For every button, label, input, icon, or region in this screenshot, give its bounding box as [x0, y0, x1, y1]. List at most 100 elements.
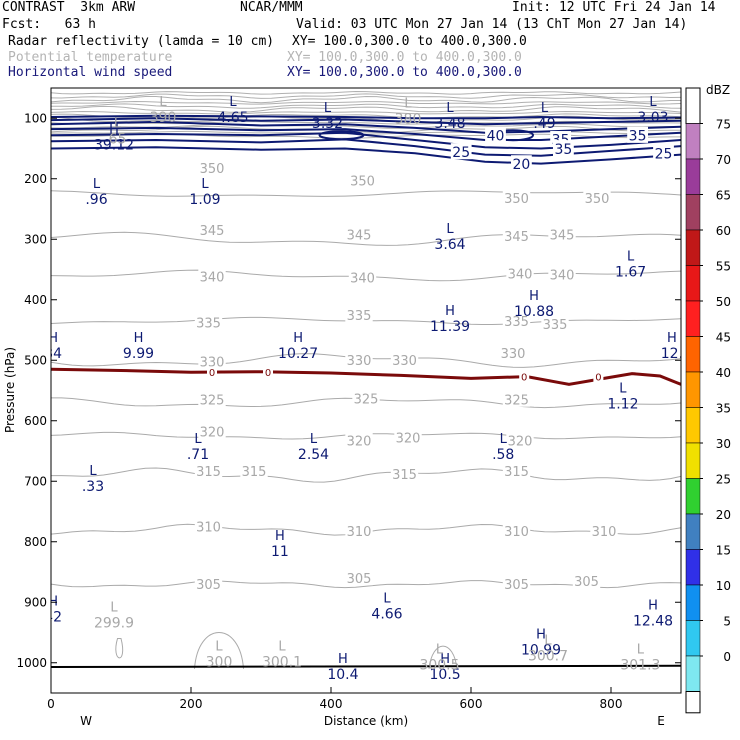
theta-surface-loop — [194, 632, 244, 669]
theta-contour-label-bg — [345, 432, 373, 448]
theta-contour-label: 335 — [543, 318, 568, 333]
theta-contour-label: 350 — [200, 162, 225, 177]
extremum-kind: L — [310, 432, 318, 447]
colorbar-swatch — [685, 407, 701, 444]
theta-strat-contour — [51, 115, 681, 123]
wind-contour-label-bg — [627, 126, 648, 143]
theta-contour-label-bg — [548, 226, 576, 242]
theta-strat-contour — [51, 105, 681, 113]
extremum-kind: H — [667, 331, 677, 346]
extremum-value: 301.3 — [620, 658, 660, 674]
theta-contour-label: 330 — [347, 354, 372, 369]
colorbar-level-label: 60 — [716, 224, 731, 238]
colorbar-swatch — [685, 229, 701, 266]
extremum-kind: L — [649, 95, 657, 110]
colorbar-swatch — [685, 584, 701, 621]
extremum-value: 3.64 — [434, 237, 465, 253]
wind-contour-label: 25 — [655, 147, 673, 163]
colorbar-level-label: 55 — [716, 260, 731, 274]
theta-contour-350 — [51, 190, 681, 197]
extremum-value: 300.5 — [419, 658, 459, 674]
theta-contour-label: 330 — [501, 347, 526, 362]
extremum-value: 42 — [44, 609, 62, 625]
wind-speed-contour — [51, 146, 681, 165]
extremum-kind: L — [110, 600, 118, 615]
colorbar-swatch — [685, 158, 701, 195]
y-tick-label: 600 — [24, 414, 47, 428]
theta-strat-contour — [51, 110, 681, 115]
theta-strat-contour — [51, 125, 681, 134]
extremum-value: 390 — [150, 110, 177, 126]
theta-contour-label-bg — [348, 269, 377, 285]
extremum-kind: H — [109, 122, 119, 137]
colorbar-level-label: 65 — [716, 189, 731, 203]
wind-contour-label-bg — [485, 126, 506, 143]
theta-contour-label: 305 — [504, 578, 529, 593]
theta-contour-315 — [51, 467, 681, 483]
extremum-kind: L — [201, 177, 209, 192]
theta-contour-label: 335 — [504, 315, 529, 330]
extremum-value: 1.09 — [189, 192, 220, 208]
theta-strat-contour — [51, 95, 681, 104]
theta-strat-contour — [51, 103, 681, 109]
theta-contour-label: 310 — [504, 525, 529, 540]
theta-contour-label: 345 — [550, 228, 575, 243]
extremum-value: 10.88 — [514, 304, 554, 320]
extremum-kind: L — [89, 464, 97, 479]
theta-surface-loop — [428, 645, 458, 669]
theta-contour-label-bg — [194, 463, 223, 479]
extremum-value: 10.27 — [278, 346, 318, 362]
theta-contour-label-bg — [198, 391, 226, 407]
wind-speed-contour — [51, 138, 681, 157]
theta-contour-label: 345 — [504, 230, 529, 245]
theta-contour-label-bg — [506, 432, 534, 448]
extremum-value: 10.4 — [327, 667, 358, 683]
extremum-kind: L — [500, 432, 508, 447]
theta-contour-label-bg — [583, 190, 611, 206]
x-end-label-east: E — [657, 714, 665, 728]
theta-contour-label: 330 — [392, 354, 417, 369]
wind-speed-contour — [51, 117, 681, 126]
theta-contour-label: 325 — [354, 392, 379, 407]
theta-surface-loop — [115, 638, 124, 659]
theta-contour-label: 310 — [347, 525, 372, 540]
wind-contour-label: 20 — [512, 157, 530, 173]
y-tick-label: 400 — [24, 293, 47, 307]
extremum-value: 12.48 — [633, 614, 673, 630]
theta-contour-label-bg — [502, 523, 531, 539]
theta-contour-label-bg — [572, 573, 601, 589]
extremum-kind: H — [275, 529, 285, 544]
zero-wind-contour — [51, 367, 681, 386]
theta-contour-label: 320 — [508, 435, 533, 450]
y-tick-label: 900 — [24, 595, 47, 609]
colorbar-swatch — [685, 442, 701, 479]
wind-contour-label: 40 — [487, 129, 505, 145]
extremum-value: 3.32 — [312, 116, 343, 132]
theta-contour-label-bg — [502, 190, 531, 206]
y-tick-label: 200 — [24, 172, 47, 186]
extremum-kind: L — [194, 432, 202, 447]
extremum-value: 11.39 — [430, 319, 470, 335]
extremum-value: 10.5 — [430, 667, 461, 683]
extremum-value: 4.66 — [371, 606, 402, 622]
extremum-value: .71 — [187, 447, 209, 463]
valid-time: Valid: 03 UTC Mon 27 Jan 14 (13 ChT Mon … — [296, 17, 688, 32]
colorbar-level-label: 25 — [716, 473, 731, 487]
extremum-value: 10.99 — [521, 643, 561, 659]
theta-contour-label: 350 — [585, 192, 610, 207]
theta-contour-label: 350 — [504, 192, 529, 207]
extremum-kind: H — [536, 628, 546, 643]
field-xy-wind: XY= 100.0,300.0 to 400.0,300.0 — [287, 65, 522, 80]
wind-contour-label-bg — [450, 143, 472, 160]
extremum-value: 11 — [271, 544, 289, 560]
y-tick-label: 300 — [24, 232, 47, 246]
theta-contour-label: 320 — [200, 426, 225, 441]
theta-contour-label-bg — [394, 429, 422, 445]
extremum-value: 3.48 — [434, 116, 465, 132]
colorbar-level-label: 40 — [716, 366, 731, 380]
colorbar-swatch — [685, 300, 701, 337]
extremum-kind: L — [383, 591, 391, 606]
colorbar-bottom-cell — [685, 691, 701, 714]
extremum-value: 300.1 — [262, 655, 302, 671]
